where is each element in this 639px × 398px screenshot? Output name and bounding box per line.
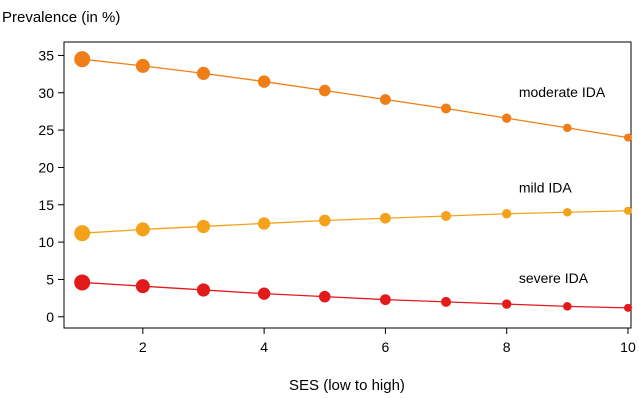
- x-tick-label: 6: [382, 339, 390, 355]
- y-tick-label: 15: [38, 197, 54, 213]
- data-point: [380, 294, 391, 306]
- data-point: [318, 290, 331, 303]
- y-tick-label: 20: [38, 159, 54, 175]
- data-point: [441, 296, 452, 307]
- data-point: [380, 212, 391, 224]
- series-mild-ida: mild IDA: [74, 180, 632, 242]
- series-moderate-ida: moderate IDA: [74, 51, 632, 142]
- series-severe-ida: severe IDA: [74, 270, 632, 312]
- data-point: [380, 94, 391, 105]
- series-label: moderate IDA: [519, 84, 606, 100]
- y-tick-label: 5: [46, 271, 54, 287]
- x-tick-label: 2: [139, 339, 147, 355]
- y-tick-label: 10: [38, 234, 54, 250]
- data-point: [135, 222, 150, 237]
- data-point: [623, 303, 632, 312]
- series-line: [82, 210, 628, 234]
- data-point: [501, 209, 512, 219]
- x-tick-label: 4: [260, 339, 268, 355]
- data-point: [196, 66, 211, 80]
- data-point: [196, 219, 211, 234]
- data-point: [623, 206, 632, 215]
- data-point: [501, 113, 512, 123]
- data-point: [318, 214, 331, 227]
- y-tick-label: 35: [38, 47, 54, 63]
- data-point: [74, 225, 91, 242]
- data-point: [563, 123, 572, 133]
- data-point: [196, 283, 211, 297]
- data-point: [563, 207, 572, 217]
- plot-frame: [63, 41, 632, 329]
- data-point: [74, 274, 91, 291]
- data-point: [257, 217, 271, 230]
- y-axis-title: Prevalence (in %): [2, 9, 120, 26]
- data-point: [318, 84, 331, 97]
- data-point: [623, 133, 632, 142]
- y-tick-label: 30: [38, 85, 54, 101]
- data-point: [563, 302, 572, 311]
- y-tick-label: 25: [38, 122, 54, 138]
- series-label: mild IDA: [519, 180, 573, 196]
- x-axis-title: SES (low to high): [289, 377, 405, 394]
- x-tick-label: 8: [503, 339, 511, 355]
- series-line: [82, 281, 628, 309]
- data-point: [257, 75, 271, 88]
- series-line: [82, 58, 629, 139]
- y-axis: 0 5 10 15 20 25 30 35: [38, 47, 64, 325]
- series-label: severe IDA: [519, 270, 589, 286]
- series-layer: moderate IDA mild IDA severe IDA: [74, 51, 632, 312]
- y-tick-label: 0: [46, 309, 54, 325]
- data-point: [135, 279, 150, 294]
- data-point: [501, 299, 512, 309]
- x-axis: 2 4 6 8 10: [139, 328, 636, 355]
- data-point: [74, 51, 91, 68]
- data-point: [135, 58, 150, 73]
- data-point: [257, 287, 271, 300]
- data-point: [441, 210, 452, 221]
- x-tick-label: 10: [620, 339, 636, 355]
- data-point: [441, 103, 452, 114]
